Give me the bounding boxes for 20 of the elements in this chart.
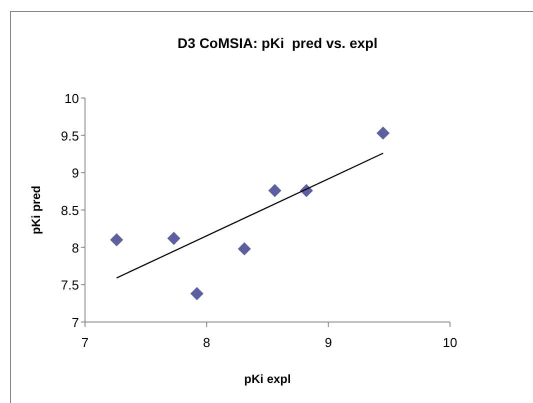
point	[110, 233, 124, 246]
point	[268, 184, 282, 198]
y-tick-label: 10	[64, 91, 79, 106]
point	[376, 126, 390, 140]
chart-title: D3 CoMSIA: pKi pred vs. expl	[178, 35, 378, 51]
y-tick-label: 8	[72, 240, 79, 256]
point	[167, 232, 180, 245]
x-axis-title: pKi expl	[244, 372, 291, 386]
y-tick-label: 9	[72, 166, 79, 181]
x-tick-label: 7	[81, 335, 89, 350]
point	[238, 242, 251, 256]
x-tick-label: 9	[324, 335, 332, 350]
x-tick-label: 10	[442, 335, 458, 350]
y-tick-label: 8.5	[60, 203, 79, 218]
y-tick-label: 7.5	[60, 278, 79, 293]
point	[190, 287, 204, 300]
y-tick-label: 7	[72, 315, 79, 330]
y-tick-label: 9.5	[60, 128, 79, 144]
y-axis-title: pKi pred	[29, 186, 43, 234]
x-tick-label: 8	[203, 335, 210, 350]
